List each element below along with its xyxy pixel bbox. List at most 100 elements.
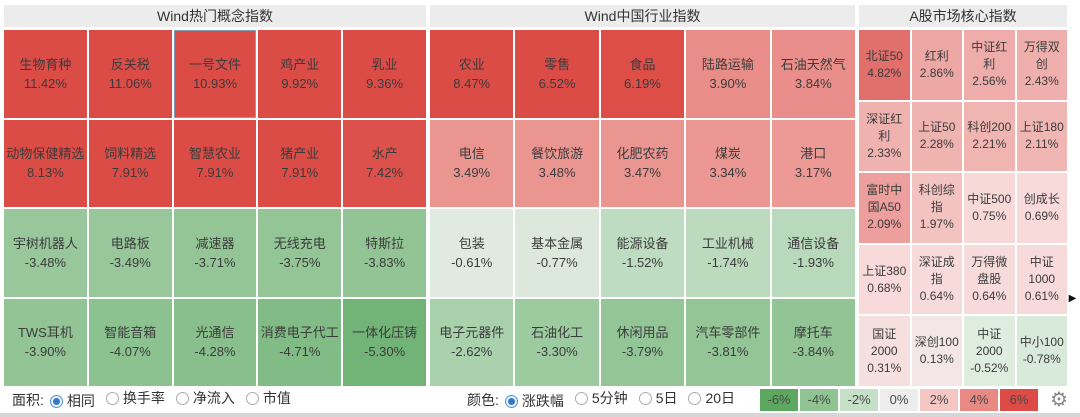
heatmap-cell[interactable]: 生物育种 11.42%	[4, 30, 87, 118]
heatmap-cell[interactable]: 动物保健精选 8.13%	[4, 119, 87, 207]
heatmap-cell[interactable]: 减速器 -3.71%	[173, 209, 257, 297]
heatmap-cell[interactable]: 中证1000 0.61%	[1016, 244, 1067, 315]
heatmap-cell[interactable]: 乳业 9.36%	[343, 30, 426, 118]
heatmap-cell[interactable]: 智能音箱 -4.07%	[88, 298, 172, 386]
cell-label: 中小100	[1019, 335, 1064, 350]
color-option-3[interactable]: 20日	[688, 388, 735, 408]
radio-label: 市值	[262, 390, 291, 406]
heatmap-cell[interactable]: 特斯拉 -3.83%	[343, 209, 426, 297]
heatmap-cell[interactable]: TWS耳机 -3.90%	[4, 298, 87, 386]
expand-arrow-icon[interactable]: ▶	[1068, 292, 1077, 304]
cell-value: 0.13%	[919, 352, 954, 367]
heatmap-cell[interactable]: 电信 3.49%	[430, 119, 514, 207]
cell-label: 工业机械	[701, 235, 754, 251]
heatmap-cell[interactable]: 消费电子代工 -4.71%	[258, 298, 342, 386]
heatmap-cell[interactable]: 猪产业 7.91%	[258, 119, 342, 207]
cell-value: -4.71%	[279, 344, 321, 360]
heatmap-cell[interactable]: 通信设备 -1.93%	[771, 209, 855, 297]
heatmap-cell[interactable]: 一体化压铸 -5.30%	[343, 298, 426, 386]
panel-title: Wind中国行业指数	[430, 5, 855, 27]
cell-value: -3.83%	[363, 254, 406, 270]
heatmap-cell[interactable]: 中证500 0.75%	[964, 173, 1015, 243]
heatmap-cell[interactable]: 深创100 0.13%	[911, 316, 962, 386]
cell-value: 3.49%	[453, 165, 491, 181]
heatmap-cell[interactable]: 红利 2.86%	[911, 30, 962, 100]
heatmap-cell[interactable]: 鸡产业 9.92%	[258, 30, 342, 118]
cell-value: 2.43%	[1024, 74, 1059, 89]
heatmap-cell[interactable]: 中证红利 2.56%	[964, 30, 1015, 100]
heatmap-cell[interactable]: 电路板 -3.49%	[88, 209, 172, 297]
heatmap-cell[interactable]: 北证50 4.82%	[859, 30, 910, 100]
color-metric-label: 颜色:	[467, 391, 499, 408]
heatmap-cell[interactable]: 水产 7.42%	[343, 119, 426, 207]
panel-title: Wind热门概念指数	[4, 5, 426, 27]
heatmap-cell[interactable]: 休闲用品 -3.79%	[600, 298, 685, 386]
radio-label: 相同	[66, 393, 95, 409]
heatmap-cell[interactable]: 石油天然气 3.84%	[771, 30, 855, 118]
heatmap-cell[interactable]: 包装 -0.61%	[430, 209, 514, 297]
cell-label: 中证红利	[971, 40, 1008, 72]
area-option-0[interactable]: 相同	[49, 391, 95, 411]
heatmap-cell[interactable]: 摩托车 -3.84%	[771, 298, 855, 386]
heatmap-cell[interactable]: 深证红利 2.33%	[859, 101, 910, 172]
radio-label: 净流入	[192, 390, 235, 406]
heatmap-cell[interactable]: 煤炭 3.34%	[686, 119, 770, 207]
area-option-1[interactable]: 换手率	[105, 388, 165, 408]
heatmap-cell[interactable]: 智慧农业 7.91%	[173, 119, 257, 207]
heatmap-cell[interactable]: 上证180 2.11%	[1016, 101, 1067, 172]
cell-value: 3.34%	[709, 165, 747, 181]
heatmap-cell[interactable]: 宇树机器人 -3.48%	[4, 209, 87, 297]
heatmap-cell[interactable]: 一号文件 10.93%	[173, 30, 257, 118]
heatmap-cell[interactable]: 中证2000 -0.52%	[964, 316, 1015, 386]
area-option-3[interactable]: 市值	[245, 388, 291, 408]
heatmap-cell[interactable]: 基本金属 -0.77%	[515, 209, 599, 297]
heatmap-cell[interactable]: 工业机械 -1.74%	[686, 209, 770, 297]
settings-gear-icon[interactable]: ⚙	[1050, 388, 1068, 411]
cell-label: 鸡产业	[280, 56, 320, 72]
color-option-0[interactable]: 涨跌幅	[504, 391, 564, 411]
heatmap-cell[interactable]: 光通信 -4.28%	[173, 298, 257, 386]
heatmap-cell[interactable]: 汽车零部件 -3.81%	[686, 298, 770, 386]
heatmap-cell[interactable]: 电子元器件 -2.62%	[430, 298, 514, 386]
legend-swatch: 4%	[960, 388, 999, 411]
heatmap-cell[interactable]: 万得双创 2.43%	[1016, 30, 1067, 100]
heatmap-cell[interactable]: 化肥农药 3.47%	[600, 119, 685, 207]
heatmap-cell[interactable]: 餐饮旅游 3.48%	[515, 119, 599, 207]
heatmap-cell[interactable]: 中小100 -0.78%	[1016, 316, 1067, 386]
heatmap-cell[interactable]: 上证380 0.68%	[859, 244, 910, 315]
heatmap-cell[interactable]: 深证成指 0.64%	[911, 244, 962, 315]
heatmap-cell[interactable]: 万得微盘股 0.64%	[964, 244, 1015, 315]
cell-label: 万得双创	[1023, 40, 1060, 72]
cell-value: -3.84%	[792, 344, 834, 360]
heatmap-cell[interactable]: 陆路运输 3.90%	[686, 30, 770, 118]
heatmap-cell[interactable]: 反关税 11.06%	[88, 30, 172, 118]
heatmap-cell[interactable]: 富时中国A50 2.09%	[859, 173, 910, 243]
heatmap-cell[interactable]: 无线充电 -3.75%	[258, 209, 342, 297]
cell-label: 北证50	[865, 48, 903, 63]
heatmap-panels: Wind热门概念指数 生物育种 11.42% 反关税 11.06% 一号文件 10.93%…	[4, 5, 1067, 386]
heatmap-cell[interactable]: 科创综指 1.97%	[911, 173, 962, 243]
cell-label: 中证2000	[975, 326, 1003, 358]
cell-value: -0.77%	[536, 254, 578, 270]
heatmap-cell[interactable]: 能源设备 -1.52%	[600, 209, 685, 297]
color-option-2[interactable]: 5日	[638, 388, 677, 408]
heatmap-cell[interactable]: 饲料精选 7.91%	[88, 119, 172, 207]
heatmap-cell[interactable]: 科创200 2.21%	[964, 101, 1015, 172]
heatmap-cell[interactable]: 农业 8.47%	[430, 30, 514, 118]
heatmap-cell[interactable]: 石油化工 -3.30%	[515, 298, 599, 386]
cell-value: 3.90%	[709, 75, 747, 91]
heatmap-cell[interactable]: 国证2000 0.31%	[859, 316, 910, 386]
heatmap-cell[interactable]: 食品 6.19%	[600, 30, 685, 118]
heatmap-cell[interactable]: 创成长 0.69%	[1016, 173, 1067, 243]
cell-value: -3.75%	[279, 254, 321, 270]
area-option-2[interactable]: 净流入	[175, 388, 235, 408]
legend-swatch: 6%	[1000, 388, 1039, 411]
cell-label: 特斯拉	[365, 235, 405, 251]
radio-label: 涨跌幅	[521, 393, 564, 409]
heatmap-cell[interactable]: 上证50 2.28%	[911, 101, 962, 172]
heatmap-cell[interactable]: 港口 3.17%	[771, 119, 855, 207]
heatmap-cell[interactable]: 零售 6.52%	[515, 30, 599, 118]
cell-label: 石油化工	[531, 325, 584, 341]
cell-label: 国证2000	[870, 326, 898, 358]
color-option-1[interactable]: 5分钟	[574, 388, 628, 408]
